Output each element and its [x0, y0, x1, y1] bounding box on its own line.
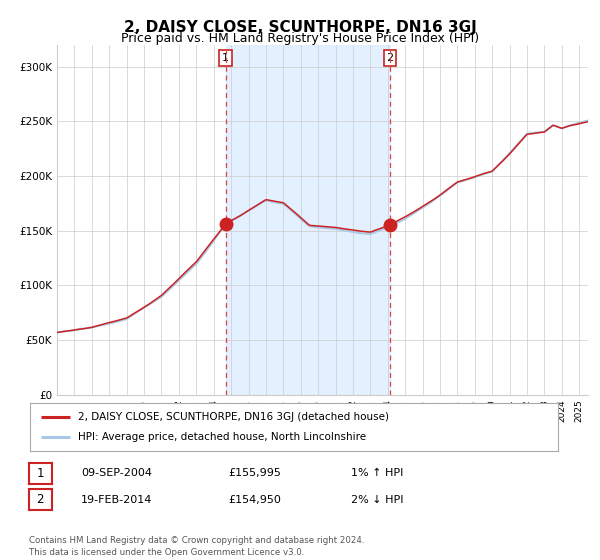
Text: 1: 1: [222, 53, 229, 63]
Text: 1: 1: [37, 466, 44, 480]
Text: Contains HM Land Registry data © Crown copyright and database right 2024.
This d: Contains HM Land Registry data © Crown c…: [29, 536, 364, 557]
Text: £154,950: £154,950: [228, 494, 281, 505]
Text: HPI: Average price, detached house, North Lincolnshire: HPI: Average price, detached house, Nort…: [77, 432, 365, 442]
Text: 2, DAISY CLOSE, SCUNTHORPE, DN16 3GJ (detached house): 2, DAISY CLOSE, SCUNTHORPE, DN16 3GJ (de…: [77, 413, 389, 422]
Text: 2: 2: [37, 493, 44, 506]
Text: 1% ↑ HPI: 1% ↑ HPI: [351, 468, 403, 478]
Text: £155,995: £155,995: [228, 468, 281, 478]
Bar: [226, 45, 390, 395]
Text: Price paid vs. HM Land Registry's House Price Index (HPI): Price paid vs. HM Land Registry's House …: [121, 32, 479, 45]
Text: 09-SEP-2004: 09-SEP-2004: [81, 468, 152, 478]
Text: 2: 2: [386, 53, 394, 63]
Text: 2, DAISY CLOSE, SCUNTHORPE, DN16 3GJ: 2, DAISY CLOSE, SCUNTHORPE, DN16 3GJ: [124, 20, 476, 35]
Text: 2% ↓ HPI: 2% ↓ HPI: [351, 494, 404, 505]
Text: 19-FEB-2014: 19-FEB-2014: [81, 494, 152, 505]
